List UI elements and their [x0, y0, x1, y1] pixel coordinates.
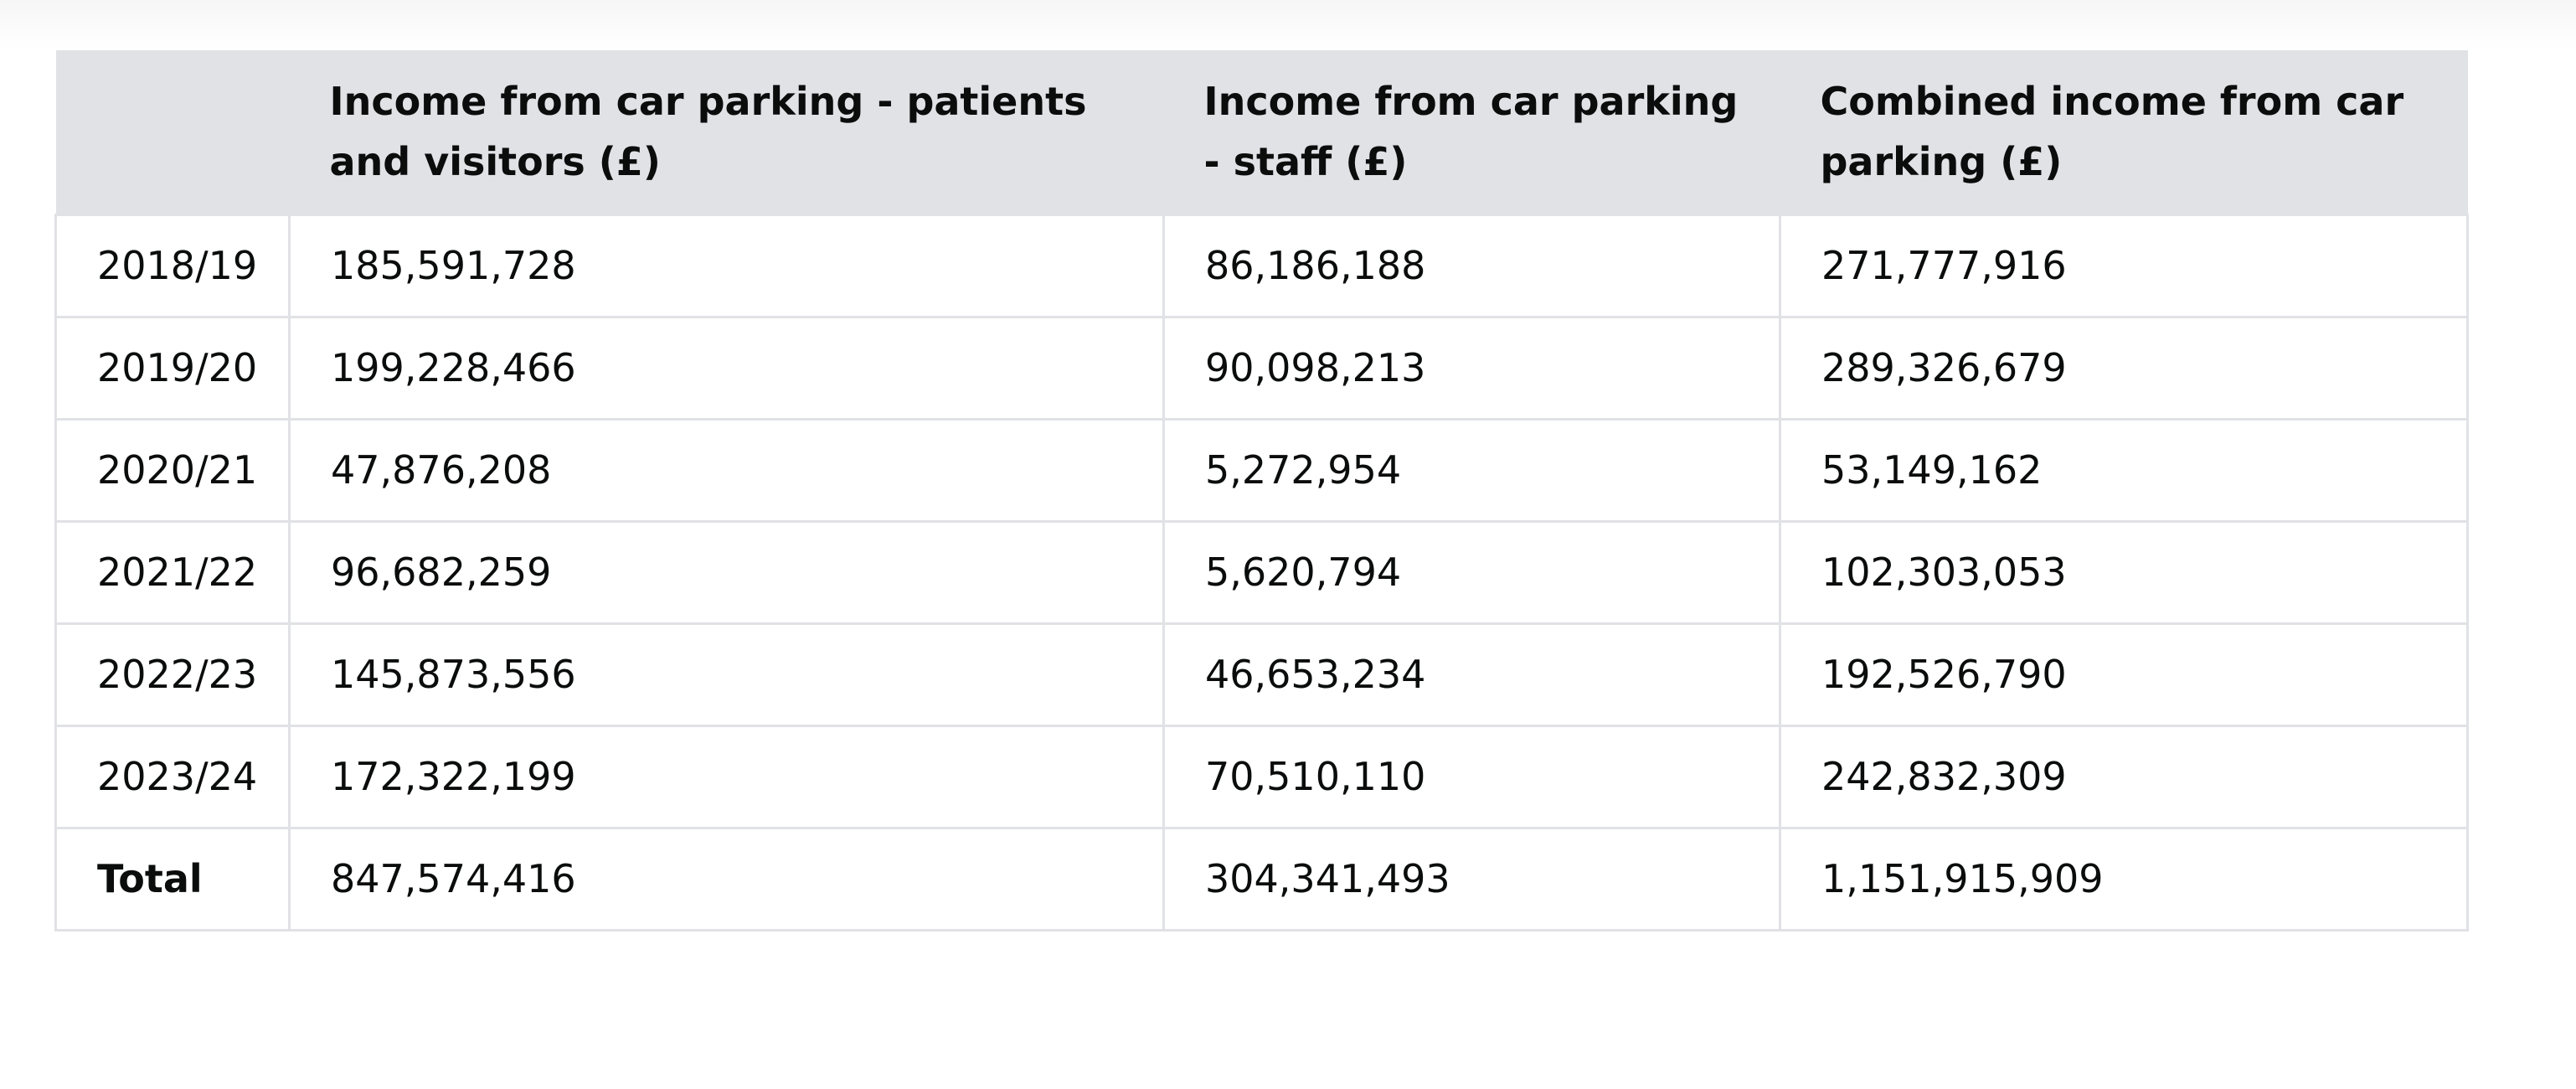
- combined-income-cell: 271,777,916: [1779, 213, 2469, 318]
- patients-visitors-total-cell: 847,574,416: [288, 826, 1165, 932]
- table-row: 2023/24 172,322,199 70,510,110 242,832,3…: [54, 724, 2469, 829]
- table-row: 2021/22 96,682,259 5,620,794 102,303,053: [54, 519, 2469, 625]
- table-row: 2018/19 185,591,728 86,186,188 271,777,9…: [54, 213, 2469, 318]
- header-staff: Income from car parking - staff (£): [1163, 50, 1780, 214]
- total-row: Total 847,574,416 304,341,493 1,151,915,…: [54, 826, 2469, 932]
- header-combined: Combined income from car parking (£): [1780, 50, 2468, 214]
- combined-total-cell: 1,151,915,909: [1779, 826, 2469, 932]
- year-cell: 2022/23: [54, 622, 291, 727]
- combined-income-cell: 192,526,790: [1779, 622, 2469, 727]
- combined-income-cell: 242,832,309: [1779, 724, 2469, 829]
- patients-visitors-income-cell: 185,591,728: [288, 213, 1165, 318]
- staff-income-cell: 90,098,213: [1162, 315, 1781, 421]
- patients-visitors-income-cell: 199,228,466: [288, 315, 1165, 421]
- patients-visitors-income-cell: 145,873,556: [288, 622, 1165, 727]
- table-body: 2018/19 185,591,728 86,186,188 271,777,9…: [54, 213, 2469, 932]
- header-year-cell: [55, 50, 290, 214]
- header-row: Income from car parking - patients and v…: [55, 50, 2468, 214]
- staff-income-cell: 86,186,188: [1162, 213, 1781, 318]
- year-cell: 2020/21: [54, 417, 291, 523]
- year-cell: 2023/24: [54, 724, 291, 829]
- total-label-cell: Total: [54, 826, 291, 932]
- car-parking-income-table: Income from car parking - patients and v…: [54, 50, 2469, 932]
- patients-visitors-income-cell: 47,876,208: [288, 417, 1165, 523]
- staff-income-cell: 46,653,234: [1162, 622, 1781, 727]
- table-row: 2019/20 199,228,466 90,098,213 289,326,6…: [54, 315, 2469, 421]
- year-cell: 2019/20: [54, 315, 291, 421]
- year-cell: 2018/19: [54, 213, 291, 318]
- table-row: 2022/23 145,873,556 46,653,234 192,526,7…: [54, 622, 2469, 727]
- year-cell: 2021/22: [54, 519, 291, 625]
- staff-income-cell: 5,272,954: [1162, 417, 1781, 523]
- table-row: 2020/21 47,876,208 5,272,954 53,149,162: [54, 417, 2469, 523]
- combined-income-cell: 289,326,679: [1779, 315, 2469, 421]
- combined-income-cell: 53,149,162: [1779, 417, 2469, 523]
- patients-visitors-income-cell: 172,322,199: [288, 724, 1165, 829]
- table-header: Income from car parking - patients and v…: [55, 50, 2468, 214]
- page-top-band: [0, 0, 2576, 50]
- header-patients-visitors: Income from car parking - patients and v…: [289, 50, 1164, 214]
- staff-income-cell: 5,620,794: [1162, 519, 1781, 625]
- patients-visitors-income-cell: 96,682,259: [288, 519, 1165, 625]
- staff-total-cell: 304,341,493: [1162, 826, 1781, 932]
- combined-income-cell: 102,303,053: [1779, 519, 2469, 625]
- staff-income-cell: 70,510,110: [1162, 724, 1781, 829]
